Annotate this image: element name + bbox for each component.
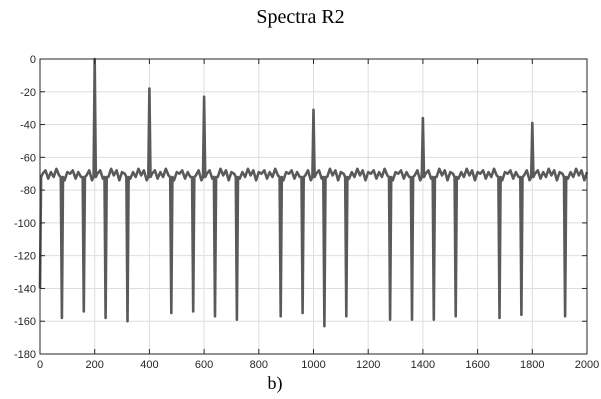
x-tick-label: 1800 bbox=[520, 359, 544, 371]
y-tick-label: -20 bbox=[20, 87, 36, 99]
x-tick-label: 600 bbox=[195, 359, 213, 371]
y-tick-label: -140 bbox=[14, 283, 36, 295]
x-tick-label: 800 bbox=[250, 359, 268, 371]
grid-lines bbox=[39, 58, 588, 355]
chart-title: Spectra R2 bbox=[256, 6, 345, 28]
x-tick-label: 1200 bbox=[356, 359, 380, 371]
series-line-layer bbox=[38, 57, 589, 328]
spectrum-series-line bbox=[38, 57, 589, 328]
y-tick-label: -120 bbox=[14, 251, 36, 263]
y-tick-label: -80 bbox=[20, 185, 36, 197]
x-tick-label: 1400 bbox=[411, 359, 435, 371]
y-tick-label: -40 bbox=[20, 120, 36, 132]
y-tick-label: -180 bbox=[14, 349, 36, 361]
tick-labels: 0 200 400 600 800 1000 1200 1400 1600 1800 2000 0 -2… bbox=[14, 54, 599, 371]
y-tick-label: -60 bbox=[20, 152, 36, 164]
x-tick-label: 200 bbox=[86, 359, 104, 371]
y-tick-label: -100 bbox=[14, 218, 36, 230]
x-tick-label: 400 bbox=[140, 359, 158, 371]
subcaption-label: b) bbox=[267, 373, 283, 393]
y-tick-label: 0 bbox=[30, 54, 36, 66]
x-tick-label: 2000 bbox=[575, 359, 599, 371]
axes bbox=[39, 58, 588, 355]
x-tick-label: 1000 bbox=[301, 359, 325, 371]
x-tick-label: 0 bbox=[37, 359, 43, 371]
x-tick-label: 1600 bbox=[465, 359, 489, 371]
y-tick-label: -160 bbox=[14, 316, 36, 328]
